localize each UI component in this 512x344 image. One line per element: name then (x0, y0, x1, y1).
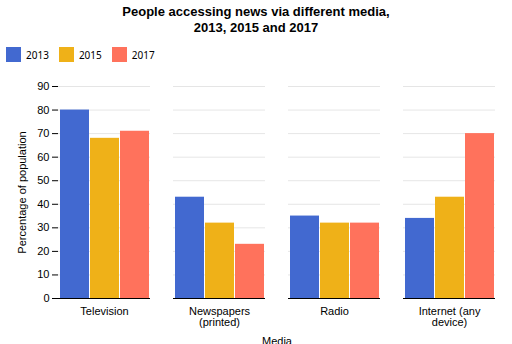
svg-text:Media: Media (262, 335, 293, 344)
svg-text:Internet (anydevice): Internet (anydevice) (419, 305, 481, 328)
html-text:2015: 2015 (78, 47, 102, 62)
svg-text:20: 20 (37, 245, 49, 257)
svg-text:80: 80 (37, 104, 49, 116)
svg-text:10: 10 (37, 268, 49, 280)
html-text:2013: 2013 (26, 47, 49, 62)
svg-text:30: 30 (37, 221, 49, 233)
svg-text:Percentage of population: Percentage of population (16, 131, 28, 253)
html-text:2017: 2017 (131, 47, 155, 62)
html-text:People accessing news via diff: People accessing news via different medi… (122, 4, 390, 35)
svg-text:Television: Television (80, 305, 128, 317)
svg-text:Radio: Radio (320, 305, 349, 317)
svg-text:0: 0 (43, 292, 49, 304)
svg-text:70: 70 (37, 127, 49, 139)
svg-text:50: 50 (37, 174, 49, 186)
svg-text:90: 90 (37, 80, 49, 92)
svg-text:60: 60 (37, 151, 49, 163)
svg-text:Newspapers(printed): Newspapers(printed) (189, 305, 251, 328)
svg-text:40: 40 (37, 198, 49, 210)
